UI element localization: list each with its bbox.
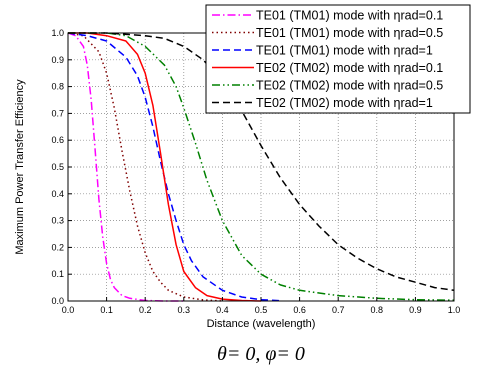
x-tick-label: 0.8 xyxy=(371,305,384,315)
legend-label: TE01 (TM01) mode with ηrad=0.5 xyxy=(256,26,443,40)
y-tick-label: 0.6 xyxy=(51,135,64,145)
y-tick-label: 0.0 xyxy=(51,296,64,306)
y-tick-label: 0.8 xyxy=(51,82,64,92)
x-tick-label: 0.1 xyxy=(100,305,113,315)
legend-box xyxy=(205,4,471,114)
y-tick-label: 0.3 xyxy=(51,216,64,226)
series-line-5 xyxy=(68,32,455,301)
y-tick-label: 0.4 xyxy=(51,189,64,199)
x-axis-label: Distance (wavelength) xyxy=(207,318,316,330)
legend-label: TE02 (TM02) mode with ηrad=0.5 xyxy=(256,79,443,93)
x-tick-label: 0.6 xyxy=(293,305,306,315)
series-line-3 xyxy=(67,32,281,302)
legend: TE01 (TM01) mode with ηrad=0.1 TE01 (TM01… xyxy=(205,4,471,114)
x-tick-label: 0.5 xyxy=(255,305,268,315)
legend-label: TE01 (TM01) mode with ηrad=1 xyxy=(256,44,433,58)
ticks: 0.0 0.1 0.2 0.3 0.4 0.5 0.6 0.7 0.8 0.9 1.0 0.0 0.1 0… xyxy=(51,28,460,315)
figure-caption: θ= 0, φ= 0 xyxy=(217,343,305,365)
y-tick-label: 0.9 xyxy=(51,55,64,65)
x-tick-label: 0.2 xyxy=(139,305,152,315)
y-axis-label: Maximum Power Transfer Efficiency xyxy=(14,79,26,255)
y-tick-label: 0.7 xyxy=(51,108,64,118)
x-tick-label: 0.7 xyxy=(332,305,345,315)
legend-label: TE02 (TM02) mode with ηrad=1 xyxy=(256,96,433,110)
series-line-2 xyxy=(67,32,223,302)
series-line-4 xyxy=(68,32,262,302)
legend-label: TE01 (TM01) mode with ηrad=0.1 xyxy=(256,9,443,23)
x-tick-label: 0.4 xyxy=(216,305,229,315)
x-tick-label: 1.0 xyxy=(448,305,461,315)
y-tick-label: 0.2 xyxy=(51,242,64,252)
series-layer xyxy=(67,32,455,302)
y-tick-label: 0.5 xyxy=(51,162,64,172)
y-tick-label: 1.0 xyxy=(51,28,64,38)
x-tick-label: 0.3 xyxy=(178,305,191,315)
x-tick-label: 0.9 xyxy=(409,305,422,315)
x-tick-label: 0.0 xyxy=(62,305,75,315)
legend-label: TE02 (TM02) mode with ηrad=0.1 xyxy=(256,61,443,75)
y-tick-label: 0.1 xyxy=(51,269,64,279)
